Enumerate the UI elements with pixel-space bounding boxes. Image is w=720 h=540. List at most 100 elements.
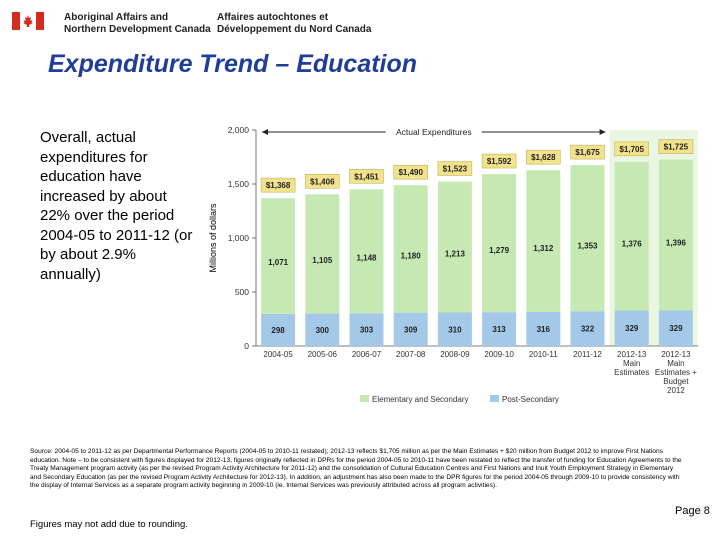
elementary-value-label: 1,213 — [445, 250, 466, 259]
elementary-value-label: 1,353 — [577, 241, 598, 250]
elementary-value-label: 1,148 — [356, 253, 377, 262]
bar-elementary-secondary — [393, 185, 428, 313]
legend-swatch-elementary — [360, 395, 369, 402]
total-value-label: $1,705 — [619, 145, 644, 154]
x-tick-label: 2010-11 — [529, 350, 558, 359]
bar-post-secondary — [349, 313, 384, 346]
elementary-value-label: 1,279 — [489, 246, 510, 255]
post-secondary-value-label: 313 — [492, 325, 506, 334]
total-label-box — [481, 153, 517, 169]
rounding-note: Figures may not add due to rounding. — [30, 519, 188, 530]
total-value-label: $1,490 — [398, 168, 423, 177]
bar-elementary-secondary — [526, 170, 561, 312]
dept-en-line1: Aboriginal Affairs and — [64, 12, 169, 23]
annotation-arrowhead-left — [262, 129, 268, 135]
x-tick-label: Main — [623, 359, 640, 368]
x-tick-label: Budget — [663, 377, 689, 386]
y-tick-label: 500 — [235, 287, 249, 297]
bar-elementary-secondary — [305, 194, 340, 314]
total-label-box — [349, 169, 384, 184]
bar-post-secondary — [570, 311, 605, 346]
elementary-value-label: 1,312 — [533, 244, 554, 253]
total-label-box — [526, 149, 561, 165]
expenditure-bar-chart: Millions of dollars 0 500 1,000 1,500 2,000 29… — [208, 125, 698, 404]
total-label-box — [260, 177, 296, 193]
header: Aboriginal Affairs and Northern Developm… — [0, 0, 720, 40]
total-label-box — [393, 164, 428, 180]
dept-fr-line1: Affaires autochtones et — [217, 12, 329, 23]
bar-post-secondary — [658, 310, 693, 346]
bar-elementary-secondary — [349, 189, 384, 314]
bar-elementary-secondary — [658, 159, 693, 311]
y-axis-label: Millions of dollars — [208, 203, 218, 273]
x-tick-label: 2008-09 — [440, 350, 470, 359]
total-value-label: $1,725 — [664, 143, 689, 152]
x-tick-label: 2005-06 — [308, 350, 338, 359]
total-value-label: $1,592 — [487, 157, 512, 166]
total-value-label: $1,675 — [575, 148, 600, 157]
bar-post-secondary — [393, 312, 428, 346]
source-note: Source: 2004-05 to 2011-12 as per Depart… — [30, 448, 682, 489]
bar-post-secondary — [437, 312, 472, 346]
bar-elementary-secondary — [482, 174, 517, 313]
post-secondary-value-label: 310 — [448, 325, 462, 334]
legend-label-post-secondary: Post-Secondary — [502, 395, 559, 404]
x-tick-label: 2012-13 — [617, 350, 647, 359]
department-name-french: Affaires autochtones et Développement du… — [217, 12, 371, 36]
y-tick-label: 1,500 — [228, 179, 250, 189]
total-label-box — [658, 139, 694, 154]
y-tick-label: 1,000 — [228, 233, 250, 243]
y-tick-label: 2,000 — [228, 125, 250, 135]
canada-flag-icon — [12, 12, 44, 30]
annotation-arrowhead-right — [599, 129, 606, 135]
bar-elementary-secondary — [614, 161, 649, 311]
bar-post-secondary — [305, 313, 340, 346]
total-value-label: $1,628 — [531, 153, 556, 162]
department-name-english: Aboriginal Affairs and Northern Developm… — [64, 12, 211, 36]
dept-en-line2: Northern Development Canada — [64, 24, 211, 35]
total-value-label: $1,406 — [310, 177, 335, 186]
bar-post-secondary — [526, 311, 561, 346]
legend-label-elementary: Elementary and Secondary — [372, 395, 469, 404]
post-secondary-value-label: 322 — [581, 325, 595, 334]
annotation-label: Actual Expenditures — [396, 127, 472, 137]
total-value-label: $1,523 — [443, 165, 468, 174]
dept-fr-line2: Développement du Nord Canada — [217, 24, 372, 35]
total-label-box — [305, 174, 340, 189]
total-value-label: $1,368 — [266, 181, 291, 190]
bar-elementary-secondary — [570, 165, 605, 312]
x-tick-label: 2012-13 — [661, 350, 691, 359]
post-secondary-value-label: 303 — [360, 326, 374, 335]
x-tick-label: Main — [667, 359, 684, 368]
elementary-value-label: 1,180 — [401, 251, 422, 260]
post-secondary-value-label: 309 — [404, 325, 418, 334]
page-number: Page 8 — [675, 505, 710, 517]
elementary-value-label: 1,071 — [268, 258, 289, 267]
post-secondary-value-label: 329 — [625, 324, 639, 333]
total-label-box — [437, 161, 473, 176]
x-tick-label: 2011-12 — [573, 350, 602, 359]
bar-elementary-secondary — [437, 181, 472, 313]
annotation-background — [385, 125, 482, 138]
bar-elementary-secondary — [261, 198, 296, 314]
bar-post-secondary — [482, 312, 517, 346]
legend-swatch-post-secondary — [490, 395, 499, 402]
elementary-value-label: 1,105 — [312, 256, 333, 265]
bar-post-secondary — [261, 313, 296, 346]
post-secondary-value-label: 298 — [271, 326, 285, 335]
post-secondary-value-label: 300 — [316, 326, 330, 335]
x-tick-label: Estimates — [614, 368, 649, 377]
elementary-value-label: 1,376 — [622, 240, 643, 249]
post-secondary-value-label: 329 — [669, 324, 683, 333]
page-title: Expenditure Trend – Education — [48, 50, 418, 78]
x-tick-label: 2004-05 — [263, 350, 293, 359]
post-secondary-value-label: 316 — [537, 325, 551, 334]
total-label-box — [614, 141, 649, 157]
bar-post-secondary — [614, 310, 649, 346]
x-tick-label: 2007-08 — [396, 350, 426, 359]
summary-text: Overall, actual expenditures for educati… — [40, 129, 193, 283]
total-label-box — [570, 144, 605, 160]
x-tick-label: 2009-10 — [484, 350, 514, 359]
x-tick-label: 2012 — [667, 386, 685, 395]
x-tick-label: Estimates + — [655, 368, 697, 377]
